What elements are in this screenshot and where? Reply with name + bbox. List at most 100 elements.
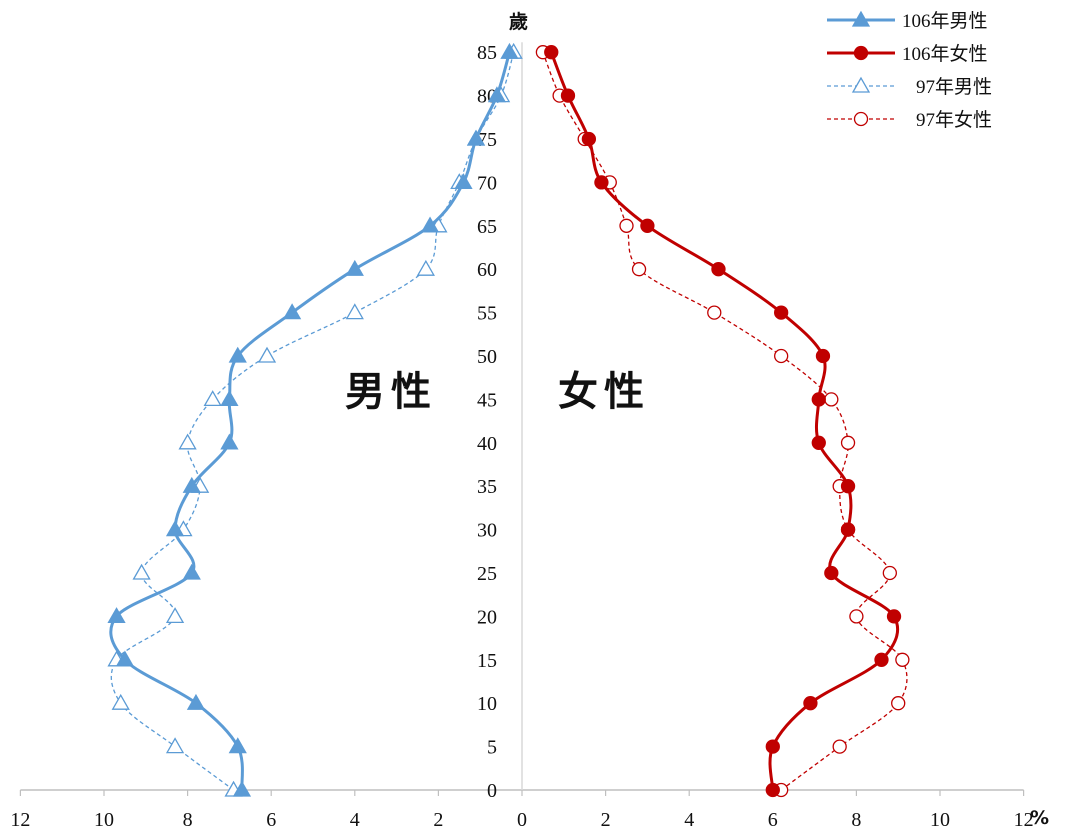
data-point (882, 565, 897, 581)
data-point (886, 609, 902, 624)
series-group (544, 45, 902, 798)
legend-marker (853, 111, 869, 127)
age-tick-label: 25 (477, 563, 497, 585)
data-point (345, 303, 364, 320)
data-point (115, 650, 135, 667)
data-point (232, 780, 252, 797)
x-tick-label: 12 (10, 809, 30, 831)
data-point (560, 88, 576, 103)
data-point (631, 262, 647, 277)
series-group (107, 42, 523, 797)
legend-label: 106年女性 (902, 43, 988, 65)
data-point (487, 86, 507, 103)
age-tick-label: 70 (477, 172, 497, 194)
data-point (765, 782, 780, 798)
age-unit-label: 歲 (509, 10, 528, 33)
data-point (811, 392, 826, 407)
data-point (420, 216, 440, 233)
data-point (220, 433, 239, 450)
data-point (811, 435, 826, 450)
data-point (454, 173, 473, 190)
data-point (220, 390, 239, 407)
legend-marker (851, 76, 871, 93)
data-point (774, 305, 789, 320)
x-tick-label: 6 (768, 809, 778, 831)
data-point (182, 563, 201, 580)
legend-label: 97年男性 (916, 76, 992, 98)
data-point (416, 259, 435, 276)
data-point (707, 305, 722, 320)
age-tick-label: 30 (477, 520, 497, 542)
data-point (803, 696, 818, 711)
data-point (832, 739, 847, 754)
x-tick-label: 10 (930, 809, 950, 831)
data-point (840, 435, 856, 450)
data-point (203, 390, 222, 407)
data-point (824, 565, 839, 581)
x-tick-label: 0 (517, 809, 527, 831)
data-point (228, 346, 247, 363)
age-tick-label: 10 (477, 693, 497, 715)
data-point (874, 652, 889, 667)
data-point (581, 131, 597, 147)
data-point (765, 739, 780, 754)
age-tick-label: 50 (477, 346, 497, 368)
age-tick-label: 15 (477, 650, 497, 672)
data-point (594, 175, 609, 190)
legend-label: 97年女性 (916, 109, 992, 131)
x-tick-label: 6 (266, 809, 276, 831)
data-point (178, 433, 197, 450)
x-tick-label: 2 (601, 809, 611, 831)
age-tick-label: 0 (487, 780, 497, 802)
series-line (549, 51, 900, 791)
data-point (619, 218, 634, 233)
data-point (165, 607, 185, 624)
x-tick-label: 8 (183, 809, 193, 831)
data-point (544, 45, 559, 60)
data-point (466, 129, 486, 146)
series-group (107, 42, 519, 797)
series-line (109, 51, 511, 791)
data-point (107, 607, 126, 624)
age-tick-label: 40 (477, 433, 497, 455)
data-point (895, 652, 910, 667)
x-tick-label: 8 (851, 809, 861, 831)
x-tick-label: 4 (684, 809, 694, 831)
data-point (345, 259, 364, 276)
data-point (111, 693, 130, 710)
data-point (282, 303, 302, 320)
legend-marker (853, 45, 869, 61)
legend-label: 106年男性 (902, 10, 988, 32)
data-point (774, 348, 789, 364)
data-point (840, 522, 856, 537)
axes: 12 10 8 6 4 2 0 2 4 6 8 10 12 0510152025303540455055… (10, 10, 1049, 831)
data-point (891, 696, 906, 711)
age-tick-label: 45 (477, 389, 497, 411)
data-point (132, 563, 151, 580)
data-point (186, 693, 206, 710)
data-point (228, 737, 247, 754)
x-unit-label: % (1030, 807, 1049, 829)
age-tick-label: 85 (477, 42, 497, 64)
data-point (640, 218, 655, 233)
data-point (840, 479, 856, 494)
x-tick-label: 4 (350, 809, 360, 831)
data-point (711, 262, 726, 277)
legend-marker (851, 10, 871, 27)
data-point (500, 42, 519, 59)
age-tick-label: 5 (487, 737, 497, 759)
x-tick-label: 10 (94, 809, 114, 831)
x-tick-label: 12 (1014, 809, 1034, 831)
legend: 106年男性 106年女性 97年男性 97年女性 (827, 10, 992, 131)
age-tick-label: 60 (477, 259, 497, 281)
male-side-label: 男性 (345, 369, 437, 415)
series-layer (107, 42, 910, 798)
data-point (182, 476, 201, 493)
data-point (165, 737, 185, 754)
age-tick-label: 55 (477, 303, 497, 325)
age-tick-label: 20 (477, 606, 497, 628)
x-tick-label: 2 (433, 809, 443, 831)
age-tick-label: 35 (477, 476, 497, 498)
